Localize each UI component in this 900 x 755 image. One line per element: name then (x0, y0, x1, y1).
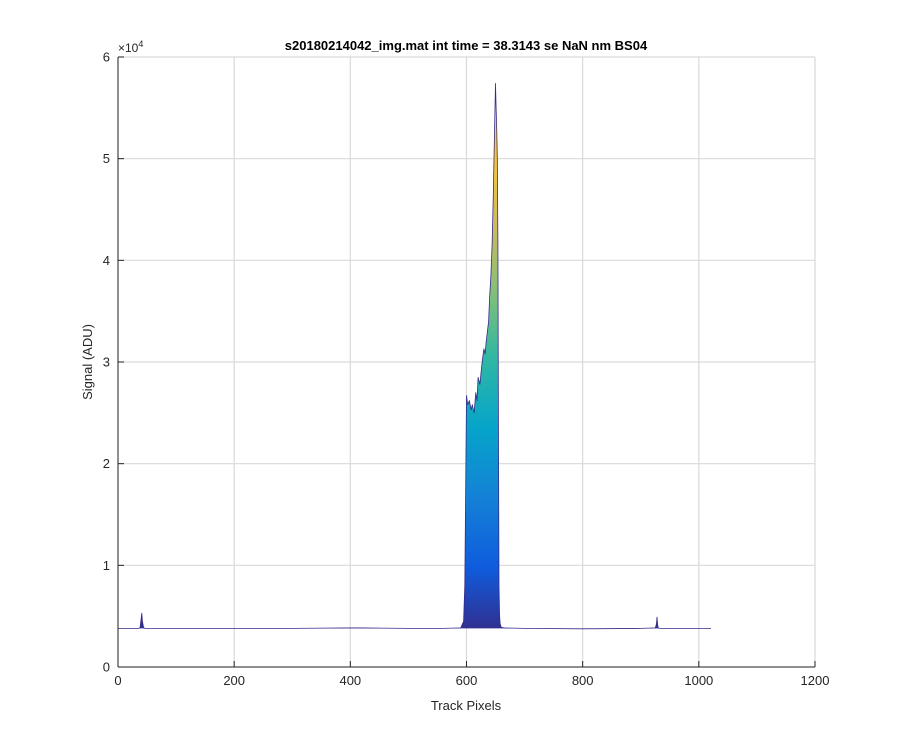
y-tick-label: 4 (103, 253, 110, 268)
y-tick-label: 1 (103, 558, 110, 573)
x-tick-label: 1200 (801, 673, 830, 688)
x-axis-label: Track Pixels (431, 698, 502, 713)
signal-line (118, 83, 711, 630)
y-axis-exponent-base: ×10 (118, 41, 139, 55)
y-axis-exponent: ×104 (118, 39, 143, 55)
y-tick-label: 2 (103, 456, 110, 471)
y-tick-label: 3 (103, 355, 110, 370)
x-tick-label: 600 (456, 673, 478, 688)
chart-title: s20180214042_img.mat int time = 38.3143 … (285, 38, 648, 53)
x-tick-label: 1000 (684, 673, 713, 688)
x-tick-label: 800 (572, 673, 594, 688)
grid (117, 56, 816, 668)
y-axis-label: Signal (ADU) (80, 324, 95, 400)
data-area (118, 83, 711, 630)
y-axis-exponent-power: 4 (138, 39, 143, 49)
x-tick-label: 200 (223, 673, 245, 688)
x-tick-label: 0 (114, 673, 121, 688)
y-tick-label: 0 (103, 660, 110, 675)
y-tick-label: 6 (103, 50, 110, 65)
y-tick-label: 5 (103, 151, 110, 166)
ticks: 0 200 400 600 800 1000 1200 0 1 2 3 4 5 6 (103, 50, 830, 689)
x-tick-label: 400 (339, 673, 361, 688)
signal-area (118, 83, 711, 629)
